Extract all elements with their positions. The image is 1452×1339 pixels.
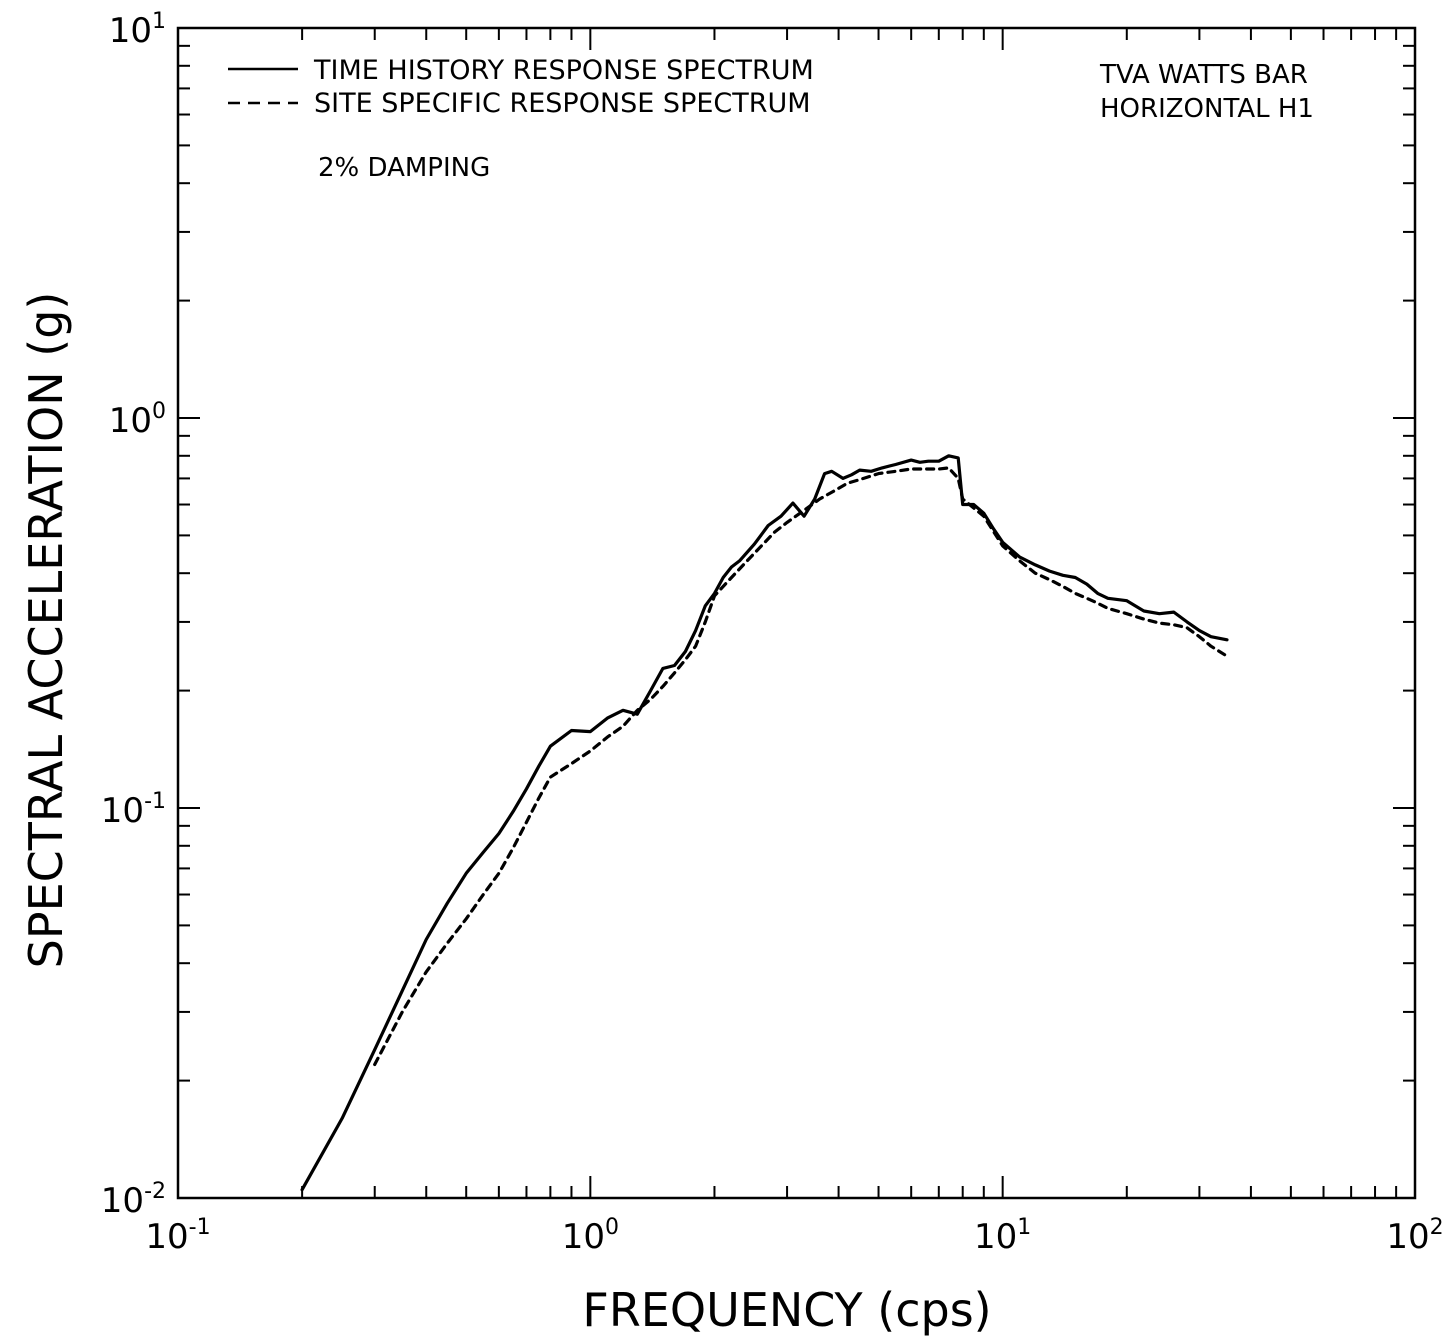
- x-axis-title: FREQUENCY (cps): [582, 1283, 991, 1337]
- axis-ticks: [177, 28, 1415, 1199]
- site-label-line1: TVA WATTS BAR: [1099, 60, 1308, 90]
- series-layer: [300, 454, 1229, 1192]
- y-tick-label-0: 10-2: [101, 1179, 166, 1221]
- y-tick-label-2: 100: [109, 399, 166, 441]
- y-tick-labels: 10-2 10-1 100 101: [101, 9, 166, 1221]
- series-line-time-history: [300, 454, 1229, 1192]
- series-line-site-specific: [373, 466, 1229, 1067]
- x-tick-labels: 10-1 100 101 102: [145, 1215, 1443, 1257]
- plot-frame: [176, 26, 1417, 1200]
- site-label-line2: HORIZONTAL H1: [1100, 94, 1314, 124]
- x-tick-label-1: 100: [562, 1215, 619, 1257]
- x-tick-label-3: 102: [1386, 1215, 1443, 1257]
- y-tick-label-3: 101: [109, 9, 166, 51]
- legend-label-time-history: TIME HISTORY RESPONSE SPECTRUM: [313, 55, 814, 86]
- x-tick-label-2: 101: [974, 1215, 1031, 1257]
- damping-note: 2% DAMPING: [318, 153, 490, 183]
- legend-label-site-specific: SITE SPECIFIC RESPONSE SPECTRUM: [314, 88, 811, 119]
- legend: TIME HISTORY RESPONSE SPECTRUM SITE SPEC…: [228, 55, 814, 119]
- x-tick-label-0: 10-1: [145, 1215, 210, 1257]
- y-tick-label-1: 10-1: [101, 789, 166, 831]
- y-axis-title: SPECTRAL ACCELERATION (g): [19, 292, 73, 969]
